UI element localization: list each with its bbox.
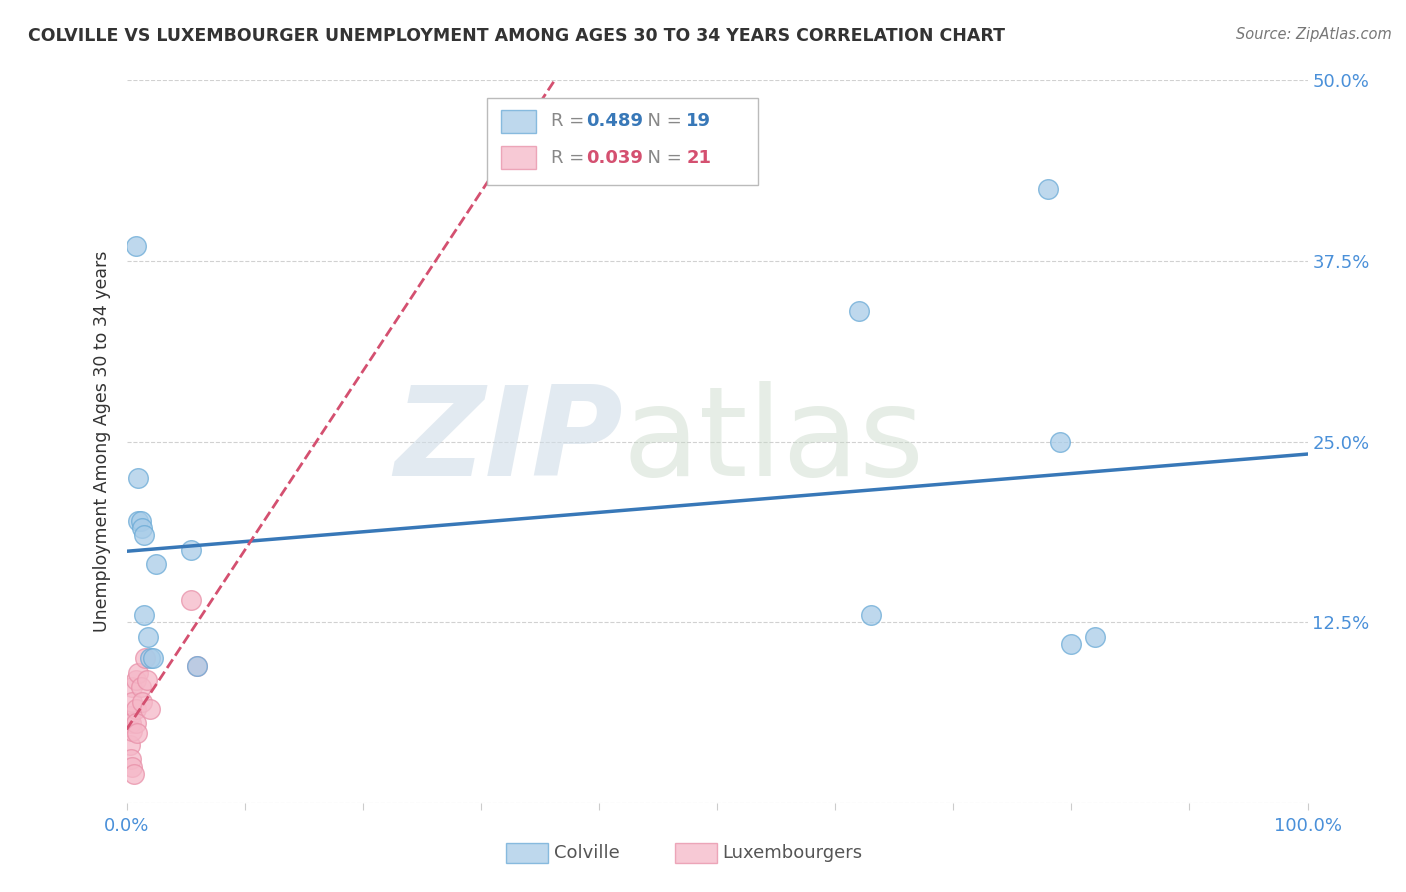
Point [127,726,149,740]
Point [134,607,156,622]
Text: Luxembourgers: Luxembourgers [723,844,863,862]
Bar [501,146,536,169]
Text: COLVILLE VS LUXEMBOURGER UNEMPLOYMENT AMONG AGES 30 TO 34 YEARS CORRELATION CHAR: COLVILLE VS LUXEMBOURGER UNEMPLOYMENT AM… [28,27,1005,45]
Y-axis label: Unemployment Among Ages 30 to 34 years: Unemployment Among Ages 30 to 34 years [93,251,111,632]
Point [1036,182,1059,196]
Point [120,738,142,752]
Point [145,558,167,572]
Text: Colville: Colville [554,844,620,862]
Text: 0.489: 0.489 [586,112,643,130]
Point [1049,434,1071,449]
Text: ZIP: ZIP [394,381,623,502]
Text: 21: 21 [686,149,711,167]
Point [127,514,149,528]
Bar [486,98,758,185]
Text: R =: R = [551,112,589,130]
Point [134,528,156,542]
Text: 0.039: 0.039 [586,149,643,167]
Point [135,673,157,687]
Point [121,723,143,738]
Text: N =: N = [636,112,688,130]
Point [127,665,149,680]
Point [125,702,148,716]
Point [186,658,208,673]
Point [848,304,870,318]
Point [136,630,159,644]
Point [120,709,142,723]
Point [121,760,143,774]
Text: 19: 19 [686,112,711,130]
Point [120,716,142,731]
Text: Source: ZipAtlas.com: Source: ZipAtlas.com [1236,27,1392,42]
Point [180,593,202,607]
Point [131,695,153,709]
Point [129,680,152,694]
Point [120,752,142,766]
Text: atlas: atlas [623,381,925,502]
Point [180,542,202,557]
Point [859,607,882,622]
Point [1060,637,1083,651]
Bar [501,110,536,133]
Point [134,651,156,665]
Point [121,695,143,709]
Point [139,651,162,665]
Point [131,521,153,535]
Text: N =: N = [636,149,688,167]
Point [121,680,143,694]
Point [129,514,152,528]
Point [141,651,163,665]
Point [125,716,148,731]
Point [186,658,208,673]
Point [139,702,162,716]
Text: R =: R = [551,149,589,167]
Point [127,470,149,484]
Point [1084,630,1107,644]
Point [125,673,148,687]
Point [125,239,148,253]
Point [122,767,145,781]
